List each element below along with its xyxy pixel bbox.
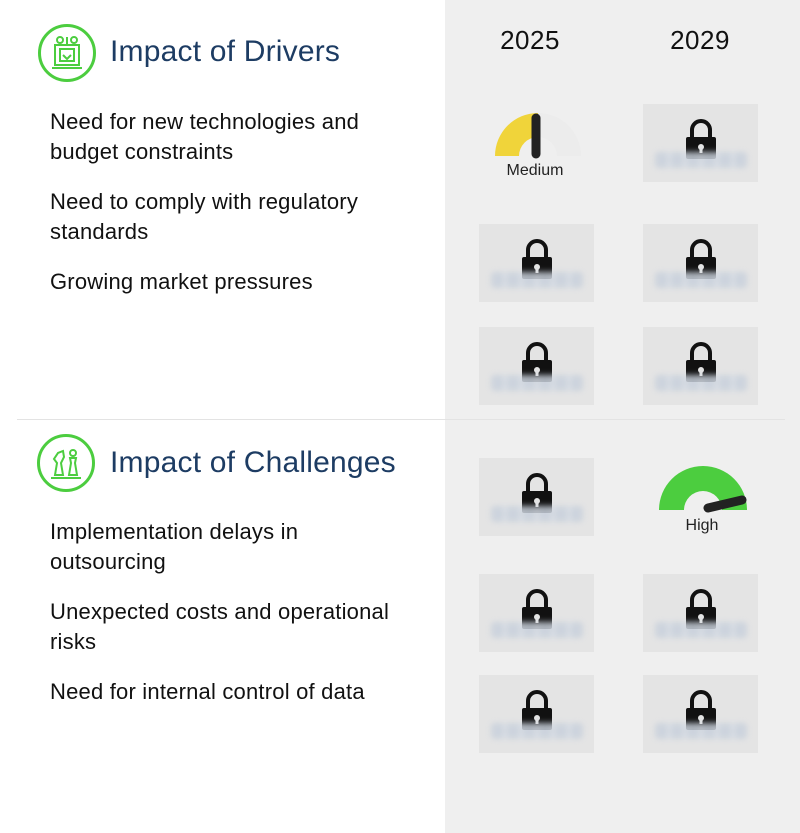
driver-item-1: Need for new technologies and budget con…	[50, 109, 360, 164]
section-divider	[17, 419, 785, 420]
driver-item-3: Growing market pressures	[50, 269, 313, 294]
drivers-title: Impact of Drivers	[110, 35, 341, 68]
challenges-title: Impact of Challenges	[110, 446, 396, 479]
year-2029: 2029	[670, 25, 730, 55]
high-gauge	[659, 466, 747, 513]
locked-cell	[643, 574, 758, 652]
chess-icon	[37, 434, 95, 492]
blurred-value	[491, 622, 583, 638]
locked-cell	[479, 675, 594, 753]
locked-cell	[643, 224, 758, 302]
challenge-item-3: Need for internal control of data	[50, 679, 365, 704]
blurred-value	[655, 272, 747, 288]
blurred-value	[491, 272, 583, 288]
blurred-value	[655, 723, 747, 739]
medium-gauge	[495, 113, 581, 159]
machine-icon	[38, 24, 96, 82]
locked-cell	[479, 458, 594, 536]
challenge-item-1: Implementation delays in outsourcing	[50, 519, 299, 574]
blurred-value	[655, 152, 747, 168]
locked-cell	[479, 327, 594, 405]
locked-cell	[643, 675, 758, 753]
locked-cell	[479, 574, 594, 652]
challenge-item-2: Unexpected costs and operational risks	[50, 599, 390, 654]
blurred-value	[655, 622, 747, 638]
driver-item-2: Need to comply with regulatory standards	[50, 189, 359, 244]
locked-cell	[643, 104, 758, 182]
blurred-value	[491, 723, 583, 739]
locked-cell	[643, 327, 758, 405]
locked-cell	[479, 224, 594, 302]
high-gauge-label: High	[685, 517, 719, 534]
blurred-value	[491, 506, 583, 522]
blurred-value	[491, 375, 583, 391]
blurred-value	[655, 375, 747, 391]
year-2025: 2025	[500, 25, 560, 55]
medium-gauge-label: Medium	[506, 162, 564, 179]
